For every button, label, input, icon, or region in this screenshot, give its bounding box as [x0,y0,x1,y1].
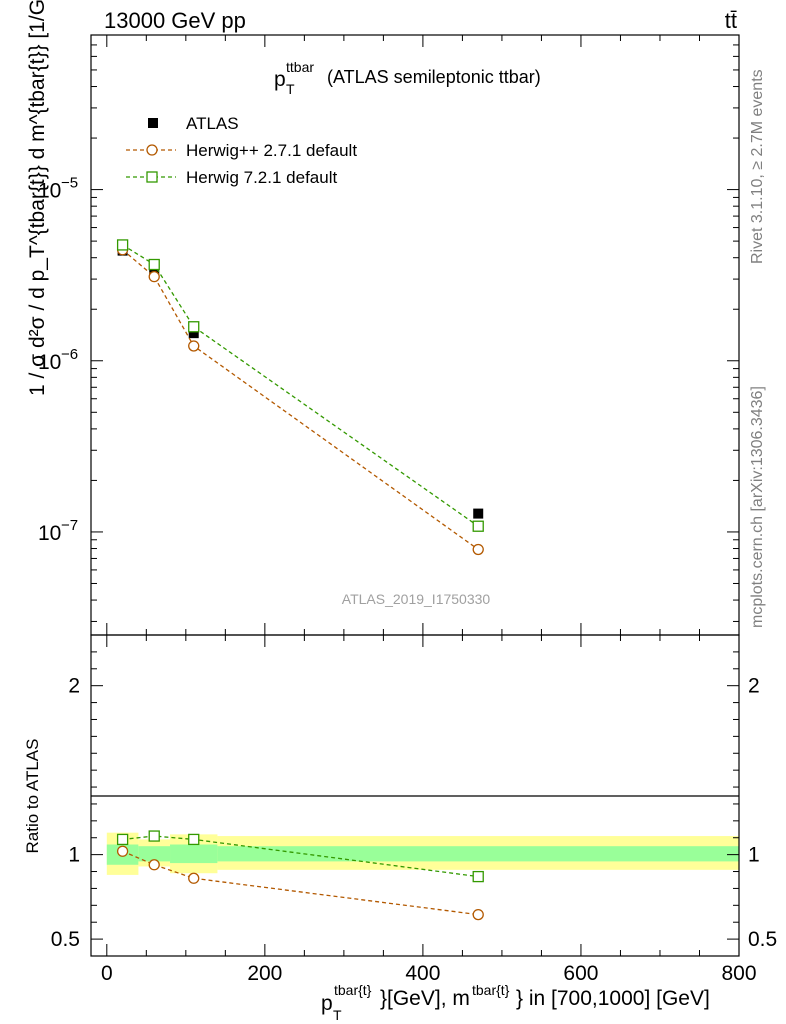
main-y-tick-base: 10 [38,351,61,374]
main-y-tick-base: 10 [38,522,61,545]
main-point-atlas-3 [473,508,484,519]
ratio-inner-band-1 [138,846,171,862]
main-y-tick-label-2: 10 −7 [38,517,78,545]
legend-label-atlas: ATLAS [186,114,239,133]
xlabel-tail: } in [700,1000] [GeV] [516,987,710,1010]
ratio-point-herwig7-3 [472,870,484,883]
title-p: p [274,68,286,91]
x-tick-label-0: 0 [101,962,113,985]
x-tick-label-2: 400 [405,962,440,985]
main-point-atlas-2 [188,328,199,339]
xlabel-sub: T [333,1007,342,1023]
legend-marker-atlas [148,118,158,128]
main-point-herwigpp-3 [472,543,484,556]
legend-marker-herwigpp [146,144,158,156]
ratio-y-tick-label-left-1: 1 [68,844,80,867]
svg-text:p: p [274,68,286,91]
title-sub: T [286,81,295,97]
legend-marker-herwig7 [146,171,158,183]
ratio-y-axis-label: Ratio to ATLAS [23,739,42,854]
main-y-tick-label-1: 10 −6 [38,346,78,374]
analysis-watermark: ATLAS_2019_I1750330 [342,591,491,607]
main-point-herwig7-2 [188,321,200,333]
legend: ATLAS Herwig++ 2.7.1 default Herwig 7.2.… [126,114,357,187]
main-point-herwig7-0 [116,239,129,251]
ratio-series-line-1 [122,835,479,878]
main-series-line-1 [122,249,479,550]
ratio-inner-band-3 [217,846,739,862]
energy-label: 13000 GeV pp [104,8,246,33]
main-y-tick-exponent: −6 [61,346,78,363]
xlabel-sup2: tbar{t} [472,982,510,998]
main-plot-title: p T ttbar (ATLAS semileptonic ttbar) [274,59,541,97]
xlabel-mid: }[GeV], m [380,987,470,1010]
main-y-tick-label-0: 10 −5 [38,175,78,203]
ratio-point-herwigpp-1 [148,859,160,871]
ratio-y-tick-label-left-0: 2 [68,675,80,698]
x-tick-label-4: 800 [721,962,756,985]
main-y-tick-exponent: −5 [61,175,78,192]
main-point-herwig7-1 [148,258,160,271]
ratio-point-herwig7-0 [116,833,129,846]
xlabel-sup1: tbar{t} [334,982,372,998]
ratio-y-tick-label-right-1: 1 [748,844,760,867]
main-point-herwigpp-1 [148,271,160,283]
x-axis-label: p T tbar{t} }[GeV], m tbar{t} } in [700,… [321,982,710,1023]
main-y-tick-exponent: −7 [61,517,78,534]
main-y-tick-base: 10 [38,180,61,203]
ratio-point-herwigpp-3 [472,908,484,921]
mcplots-label: mcplots.cern.ch [arXiv:1306.3436] [749,386,766,628]
process-label: tt̄ [725,8,737,33]
title-sup: ttbar [286,59,314,75]
ratio-y-tick-label-right-2: 0.5 [748,928,777,951]
ratio-panel-frame [90,634,740,957]
legend-label-herwigpp: Herwig++ 2.7.1 default [186,141,357,160]
ratio-point-herwigpp-2 [188,872,200,884]
ratio-inner-band-2 [170,844,218,864]
x-tick-label-3: 600 [563,962,598,985]
main-point-herwigpp-2 [188,340,200,352]
legend-label-herwig7: Herwig 7.2.1 default [186,168,337,187]
main-point-herwig7-3 [472,520,484,532]
x-tick-label-1: 200 [247,962,282,985]
title-rest: (ATLAS semileptonic ttbar) [327,67,541,87]
main-series-line-2 [122,244,479,527]
rivet-version-label: Rivet 3.1.10, ≥ 2.7M events [749,69,766,264]
ratio-y-tick-label-right-0: 2 [748,675,760,698]
ratio-series-line-0 [122,850,479,916]
xlabel-p: p [321,992,333,1015]
ratio-point-herwigpp-0 [116,845,129,857]
main-y-axis-label: 1 / σ d²σ / d p_T^{tbar{t}} d m^{tbar{t}… [26,0,49,396]
ratio-point-herwig7-1 [148,830,160,842]
ratio-y-tick-label-left-2: 0.5 [51,928,80,951]
ratio-point-herwig7-2 [188,833,200,846]
